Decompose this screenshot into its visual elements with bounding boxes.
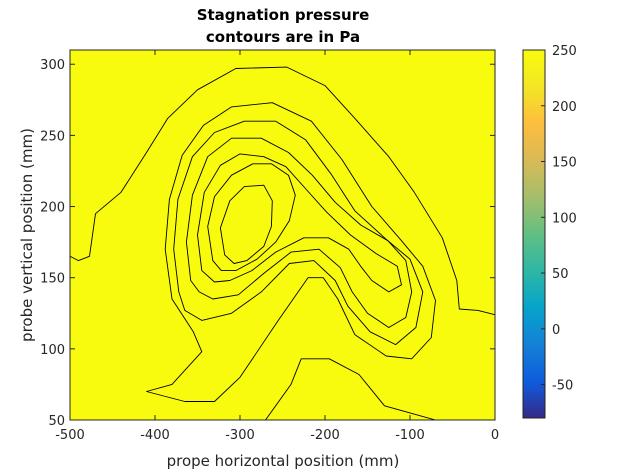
colorbar-ticks: -50 0 50 100 150 200 250 — [541, 44, 577, 394]
colorbar: -50 0 50 100 150 200 250 — [522, 44, 577, 419]
colorbar-tick-label: 0 — [552, 323, 560, 338]
contour-level-neg75 — [219, 184, 273, 264]
x-tick-label: -400 — [140, 428, 170, 443]
colorbar-tick-label: 200 — [552, 100, 577, 115]
y-tick-label: 50 — [48, 414, 65, 429]
x-tick-label: 0 — [491, 428, 499, 443]
colorbar-tick-label: 150 — [552, 156, 577, 171]
contour-level-250 — [70, 50, 495, 420]
y-tick-label: 250 — [40, 129, 65, 144]
x-axis-label: prope horizontal position (mm) — [167, 452, 400, 470]
x-tick-label: -300 — [225, 428, 255, 443]
plot-area — [70, 50, 495, 420]
x-tick-label: -100 — [395, 428, 425, 443]
x-axis: -500 -400 -300 -200 -100 0 — [55, 50, 499, 443]
contour-level-200 — [70, 66, 495, 420]
x-tick-label: -200 — [310, 428, 340, 443]
plot-frame — [69, 49, 496, 421]
contour-level-100 — [173, 120, 424, 346]
y-axis: 50 100 150 200 250 300 — [40, 58, 495, 429]
y-axis-label: probe vertical position (mm) — [18, 128, 36, 342]
contour-level-0 — [197, 153, 402, 293]
y-tick-label: 300 — [40, 58, 65, 73]
colorbar-tick-label: 100 — [552, 211, 577, 226]
y-tick-label: 200 — [40, 201, 65, 216]
chart-title-line1: Stagnation pressure — [197, 6, 370, 24]
colorbar-tick-label: 250 — [552, 44, 577, 59]
colorbar-frame — [522, 49, 546, 419]
contour-level-neg50 — [207, 163, 296, 272]
colorbar-tick-label: 50 — [552, 267, 569, 282]
contour-level-150 — [146, 102, 436, 402]
x-tick-label: -500 — [55, 428, 85, 443]
chart-title-line2: contours are in Pa — [206, 28, 360, 46]
contour-level-50 — [185, 137, 413, 328]
y-tick-label: 150 — [40, 272, 65, 287]
y-tick-label: 100 — [40, 343, 65, 358]
colorbar-gradient — [523, 50, 545, 418]
colorbar-tick-label: -50 — [552, 379, 573, 394]
